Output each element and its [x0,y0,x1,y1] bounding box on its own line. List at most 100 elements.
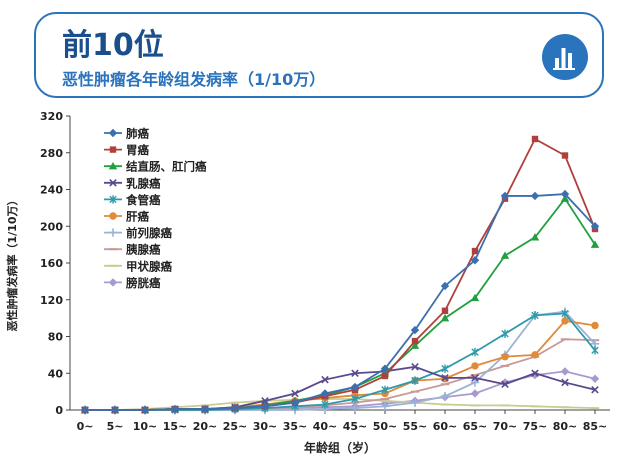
data-point [291,389,299,398]
legend-item: 肝癌 [104,210,149,224]
data-point [230,403,240,413]
data-point [471,374,479,382]
data-point [410,341,420,349]
data-point [441,374,449,382]
data-point [109,146,117,153]
y-tick-label: 0 [55,404,63,417]
data-point [351,394,359,404]
legend-item: 乳腺癌 [104,176,161,190]
y-tick-label: 280 [40,147,63,160]
x-tick-label: 0~ [77,420,94,433]
series-line [85,137,596,411]
x-tick-label: 80~ [553,420,578,433]
bar-chart-icon [542,34,588,80]
x-tick-label: 30~ [253,420,278,433]
legend-item: 胃癌 [104,143,149,157]
y-tick-label: 320 [40,110,63,123]
data-point [109,179,117,187]
data-point [108,278,118,287]
legend-label: 肝癌 [126,210,149,224]
x-tick-label: 60~ [433,420,458,433]
series-line [85,319,596,411]
legend-item: 膀胱癌 [104,276,161,290]
data-point [471,347,479,357]
y-tick-label: 80 [48,331,64,344]
x-tick-label: 65~ [463,420,488,433]
data-point [590,374,600,383]
data-point [109,212,117,220]
x-tick-label: 50~ [373,420,398,433]
data-point [470,293,480,302]
data-point [531,351,539,359]
data-point [501,380,509,389]
data-point [531,369,539,378]
x-tick-label: 75~ [523,420,548,433]
data-point [440,392,450,401]
series-line [85,398,596,411]
data-point [471,362,479,370]
data-point [561,309,569,318]
y-tick-label: 40 [48,367,64,380]
x-tick-label: 55~ [403,420,428,433]
data-point [411,337,419,345]
data-point [590,240,600,248]
data-point [470,256,480,265]
y-axis-label: 恶性肿瘤发病率（1/10万） [5,195,19,332]
data-point [350,382,360,392]
data-point [500,191,510,201]
legend-item: 胰腺癌 [104,243,161,257]
data-point [560,367,570,376]
data-point [381,372,389,380]
data-point [380,402,390,411]
data-point [440,313,450,322]
header-panel: 前10位 恶性肿瘤各年龄组发病率（1/10万） [34,12,604,98]
legend-label: 肺癌 [126,127,149,141]
x-tick-label: 45~ [343,420,368,433]
data-point [261,397,269,405]
legend-item: 食管癌 [104,193,161,207]
page-title: 前10位 [62,28,164,63]
data-point [380,364,390,373]
x-tick-label: 35~ [283,420,308,433]
data-point [470,378,480,387]
x-tick-label: 10~ [133,420,158,433]
data-point [351,369,359,378]
data-point [381,385,389,394]
data-point [470,389,480,398]
legend-item: 前列腺癌 [104,226,172,240]
data-point [411,376,419,385]
data-point [530,191,540,201]
data-point [441,364,449,373]
data-point [140,405,150,415]
data-point [471,247,479,255]
series-肺癌 [80,189,600,415]
series-line [85,193,596,411]
y-tick-label: 240 [40,184,63,197]
data-point [530,233,540,241]
data-point [590,222,600,231]
legend-label: 胃癌 [126,143,149,157]
y-tick-label: 200 [40,220,63,233]
data-point [591,386,599,394]
data-point [170,404,180,414]
data-point [110,405,120,415]
x-tick-label: 40~ [313,420,338,433]
data-point [410,398,420,407]
data-point [80,405,90,415]
data-point [501,329,509,338]
data-point [290,398,300,407]
legend-item: 结直肠、肛门癌 [104,160,207,174]
data-point [108,228,118,237]
data-point [411,363,419,371]
data-point [321,400,329,409]
x-tick-label: 5~ [107,420,124,433]
data-point [410,325,420,335]
data-point [531,135,539,143]
data-point [561,152,569,159]
data-point [108,128,118,138]
data-point [591,321,599,330]
legend-item: 肺癌 [104,127,149,141]
data-point [260,402,270,411]
